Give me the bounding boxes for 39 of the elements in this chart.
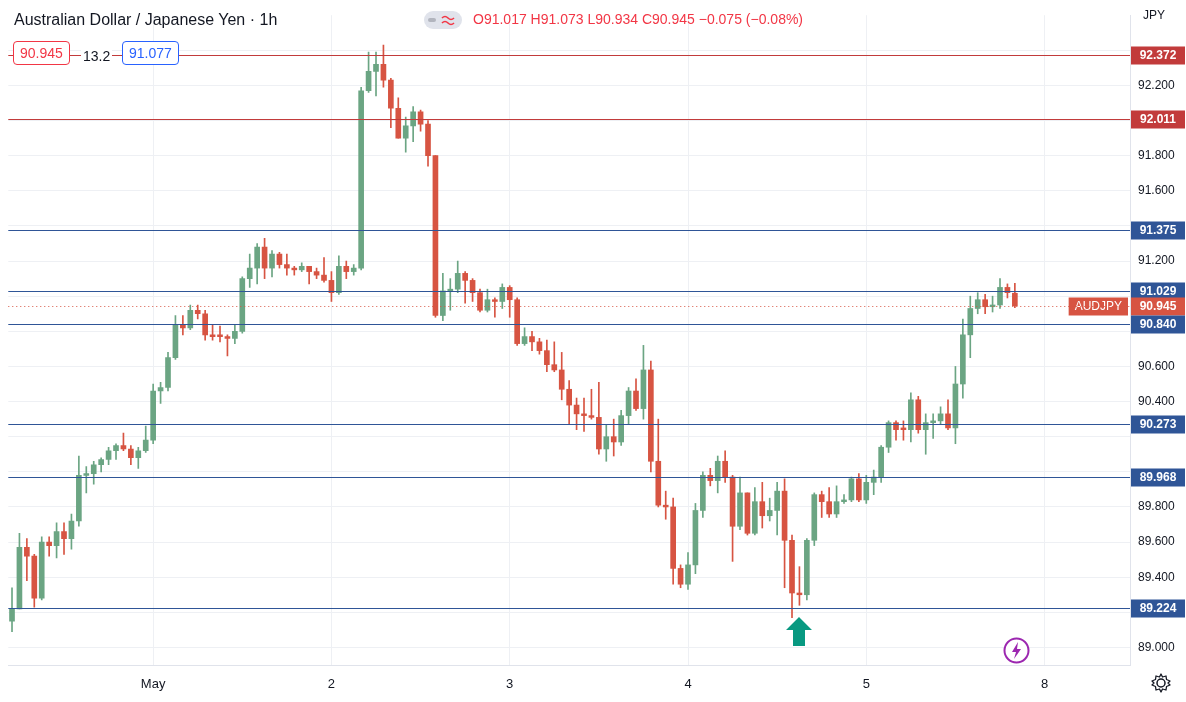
y-axis-title: JPY [1143, 8, 1166, 22]
ref-line-label: 92.372 [1139, 47, 1177, 62]
candlestick [373, 51, 379, 97]
ref-line-label: 92.011 [1139, 111, 1177, 126]
ref-line-label: 91.375 [1139, 222, 1177, 237]
ref-line-label: 89.224 [1139, 600, 1177, 615]
candlestick [321, 257, 327, 283]
y-tick-label: 89.600 [1138, 534, 1176, 549]
ref-line-label: 90.945 [1139, 298, 1177, 313]
chart-title: Australian Dollar / Japanese Yen · 1h [14, 11, 278, 29]
candlestick [61, 522, 67, 555]
x-tick-label: 8 [1040, 676, 1049, 692]
x-tick-label: 3 [506, 676, 514, 692]
y-tick-label: 89.400 [1138, 569, 1176, 584]
x-tick-label: 2 [327, 676, 336, 692]
y-tick-label: 90.400 [1138, 393, 1176, 408]
annotation: O91.017 H91.073 L90.934 C90.945 −0.075 (−0.08%) [473, 11, 804, 27]
ref-line-label: 90.273 [1139, 416, 1177, 431]
candlestick [24, 538, 30, 582]
y-tick-label: 91.800 [1138, 148, 1176, 163]
annotation: 13.2 [81, 48, 113, 64]
y-tick-label: 90.600 [1138, 358, 1176, 373]
ref-line-label: 89.968 [1139, 469, 1177, 484]
annotation: 91.077 [122, 41, 179, 65]
y-tick-label: 92.200 [1138, 77, 1176, 92]
annotation: AUDJPY [1074, 298, 1122, 313]
annotation: 90.945 [13, 41, 70, 65]
ref-line-label: 91.029 [1139, 283, 1177, 298]
y-tick-label: 89.800 [1138, 499, 1176, 514]
candlestick [46, 536, 52, 557]
y-tick-label: 91.600 [1138, 183, 1176, 198]
x-tick-label: 4 [684, 676, 692, 692]
x-tick-label: 5 [862, 676, 870, 692]
candlestick [284, 253, 290, 276]
x-tick-label: May [140, 676, 166, 692]
candlestick [610, 418, 617, 457]
ref-line-label: 90.840 [1139, 316, 1177, 331]
y-tick-label: 91.200 [1138, 253, 1176, 268]
y-tick-label: 89.000 [1138, 639, 1176, 654]
